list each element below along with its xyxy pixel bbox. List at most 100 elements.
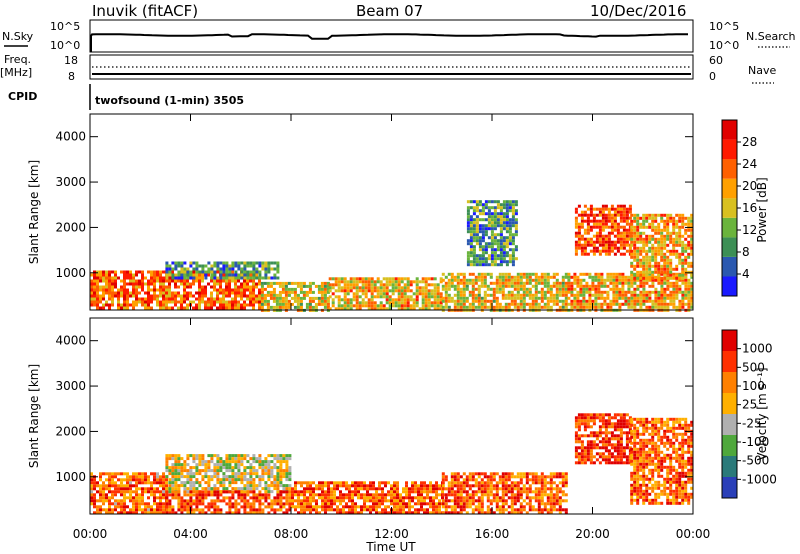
chart-0-region-2-cell — [320, 284, 324, 288]
chart-1-region-0-cell — [138, 508, 141, 512]
chart-1-region-1-cell — [279, 478, 283, 482]
chart-0-region-4-cell — [450, 275, 454, 279]
chart-1-region-3-cell — [333, 499, 336, 503]
chart-0-region-6-cell — [594, 293, 598, 297]
chart-1-region-1-cell — [186, 469, 190, 473]
chart-0-region-0-cell — [108, 279, 111, 283]
chart-0-region-0-cell — [171, 297, 174, 301]
chart-0-region-7-cell — [613, 210, 617, 214]
chart-1-region-4-cell — [456, 502, 460, 506]
chart-1-region-4-cell — [456, 481, 460, 485]
chart-0-region-5-cell — [502, 206, 506, 210]
chart-0-region-3-cell — [400, 295, 404, 299]
chart-1-region-4-cell — [459, 487, 463, 491]
chart-1-region-0-cell — [162, 511, 165, 515]
chart-0-region-0-cell — [228, 279, 231, 283]
chart-1-region-1-cell — [210, 457, 214, 461]
chart-0-region-6-cell — [675, 287, 679, 291]
chart-1-region-1-cell — [249, 478, 253, 482]
chart-0-region-8-cell — [633, 252, 637, 256]
chart-1-region-3-cell — [294, 490, 297, 494]
chart-0-region-5-cell — [493, 221, 497, 225]
chart-0-region-0-cell — [147, 282, 150, 286]
chart-0-region-1-cell — [255, 261, 259, 265]
chart-0-region-4-cell — [441, 284, 445, 288]
chart-0-region-0-cell — [216, 270, 219, 274]
chart-1-region-4-cell — [459, 505, 463, 509]
chart-0-region-4-cell — [483, 299, 487, 303]
chart-0-region-7-cell — [601, 207, 605, 211]
chart-1-region-4-cell — [486, 496, 490, 500]
chart-0-region-8-cell — [639, 234, 643, 238]
chart-0-region-4-cell — [561, 290, 565, 294]
chart-0-region-2-cell — [260, 293, 264, 297]
chart-1-region-1-cell — [267, 490, 271, 494]
chart-0-region-0-cell — [144, 306, 147, 310]
chart-1-region-3-cell — [291, 505, 294, 509]
chart-1-region-4-cell — [537, 478, 541, 482]
chart-0-region-4-cell — [564, 299, 568, 303]
chart-0-region-4-cell — [510, 278, 514, 282]
chart-0-region-0-cell — [183, 300, 186, 304]
chart-1-region-3-cell — [375, 502, 378, 506]
chart-1-region-1-cell — [177, 457, 181, 461]
chart-1-region-3-cell — [393, 508, 396, 512]
chart-1-region-1-cell — [222, 475, 226, 479]
chart-0-region-5-cell — [499, 227, 503, 231]
chart-0-region-4-cell — [531, 278, 535, 282]
chart-1-region-4-cell — [537, 502, 541, 506]
chart-1-region-1-cell — [177, 469, 181, 473]
chart-1-region-4-cell — [465, 499, 469, 503]
chart-1-region-3-cell — [321, 505, 324, 509]
chart-1-region-0-cell — [123, 478, 126, 482]
chart-0-region-6-cell — [597, 275, 601, 279]
chart-1-region-4-cell — [543, 505, 547, 509]
chart-1-region-0-cell — [129, 496, 132, 500]
chart-1-region-3-cell — [393, 511, 396, 515]
chart-0-region-4-cell — [519, 287, 523, 291]
chart-1-region-0-cell — [144, 511, 147, 515]
chart-1-region-0-cell — [114, 490, 117, 494]
chart-1-region-1-cell — [213, 472, 217, 476]
chart-1-region-1-cell — [204, 460, 208, 464]
chart-1-region-0-cell — [147, 508, 150, 512]
chart-0-region-0-cell — [168, 300, 171, 304]
chart-0-region-4-cell — [441, 278, 445, 282]
chart-0-region-4-cell — [507, 272, 511, 276]
chart-1-region-3-cell — [441, 490, 444, 494]
chart-0-region-3-cell — [328, 286, 332, 290]
chart-1-region-0-cell — [135, 511, 138, 515]
chart-0-region-4-cell — [489, 275, 493, 279]
chart-1-region-3-cell — [387, 499, 390, 503]
chart-1-region-4-cell — [483, 490, 487, 494]
chart-0-region-2-cell — [317, 302, 321, 306]
chart-0-region-8-cell — [657, 240, 661, 244]
chart-1-region-1-cell — [285, 457, 289, 461]
chart-0-region-8-cell — [642, 219, 646, 223]
chart-1-region-4-cell — [492, 511, 496, 515]
chart-1-region-5-cell — [577, 458, 581, 462]
chart-1-region-4-cell — [543, 490, 547, 494]
chart-0-region-3-cell — [436, 295, 440, 299]
chart-1-region-3-cell — [372, 496, 375, 500]
chart-0-region-0-cell — [168, 279, 171, 283]
chart-0-region-5-cell — [502, 224, 506, 228]
chart-1-region-4-cell — [462, 472, 466, 476]
cpid-label: CPID — [8, 90, 37, 103]
chart-0-region-3-cell — [385, 292, 389, 296]
chart-1-region-0-cell — [156, 475, 159, 479]
chart-0-colorbar-tick-label: 8 — [742, 245, 750, 259]
chart-1-region-1-cell — [165, 487, 169, 491]
chart-0-region-6-cell — [675, 278, 679, 282]
chart-0-region-8-cell — [654, 231, 658, 235]
chart-0-region-0-cell — [246, 303, 249, 307]
chart-0-region-3-cell — [424, 277, 428, 281]
chart-0-region-3-cell — [427, 295, 431, 299]
chart-0-region-8-cell — [675, 213, 679, 217]
chart-1-region-2-cell — [216, 505, 220, 509]
chart-0-region-8-cell — [675, 231, 679, 235]
chart-0-region-5-cell — [502, 251, 506, 255]
chart-0-region-8-cell — [639, 261, 643, 265]
chart-1-region-3-cell — [357, 505, 360, 509]
chart-1-region-1-cell — [168, 484, 172, 488]
